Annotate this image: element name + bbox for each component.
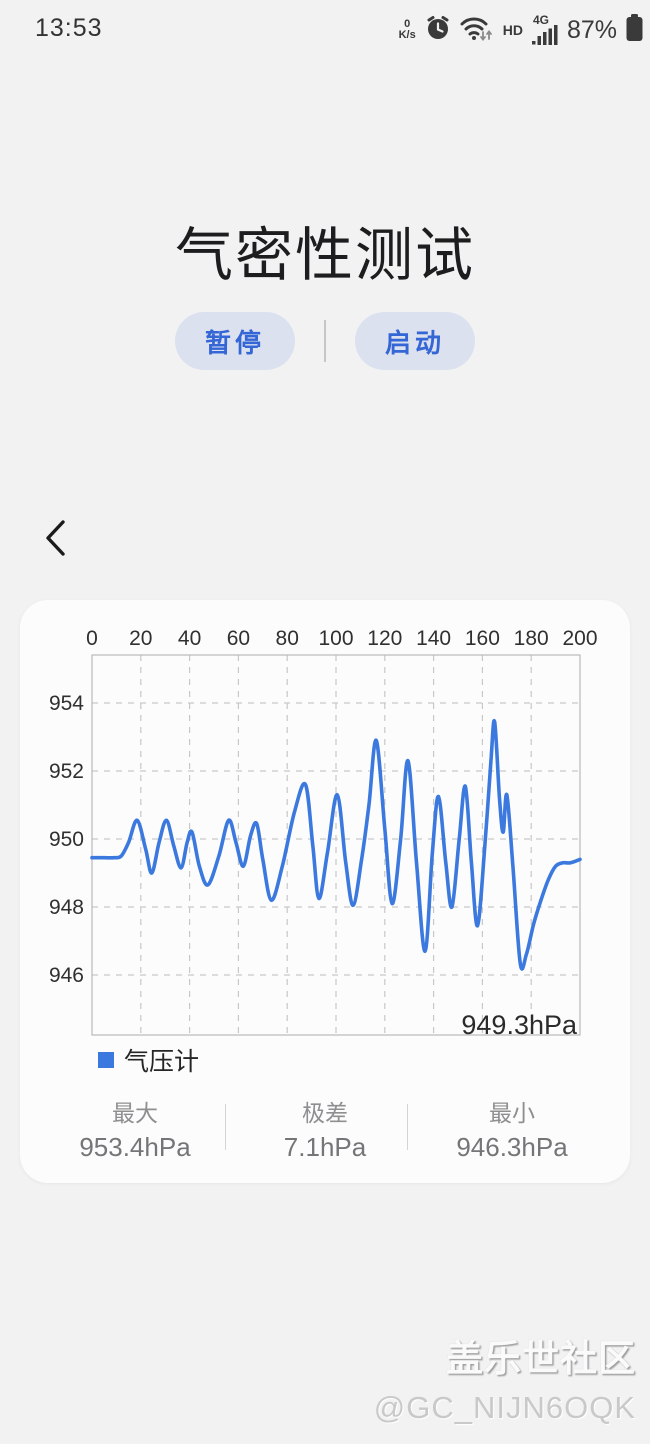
battery-percent: 87%: [566, 15, 617, 44]
stat-max-value: 953.4hPa: [79, 1132, 191, 1162]
stat-min: 最小 946.3hPa: [412, 1098, 612, 1164]
stat-divider: [225, 1104, 226, 1150]
y-tick-label: 952: [49, 760, 84, 783]
watermark-user-id: @GC_NIJN6OQK: [373, 1390, 636, 1425]
network-speed-unit: K/s: [398, 29, 416, 41]
network-type-label: 4G: [532, 12, 549, 27]
chart-card: 0 20 40 60 80 100 120 140 160 180 200 954 952 950 948 9…: [20, 600, 630, 1183]
current-value-label: 949.3hPa: [461, 1010, 578, 1040]
stat-range-label: 极差: [302, 1100, 348, 1126]
network-speed-indicator: 0 K/s: [399, 19, 416, 41]
stat-min-value: 946.3hPa: [456, 1132, 568, 1162]
chart-legend: 气压计: [98, 1042, 199, 1078]
y-tick-label: 950: [49, 828, 84, 851]
y-tick-label: 948: [49, 896, 84, 919]
x-tick-label: 0: [86, 627, 98, 650]
y-tick-label: 954: [49, 692, 84, 715]
x-tick-label: 40: [178, 627, 201, 650]
start-button[interactable]: 启动: [355, 312, 475, 370]
legend-label: 气压计: [124, 1048, 200, 1076]
alarm-clock-icon: [425, 15, 451, 46]
back-button[interactable]: [30, 512, 78, 564]
pressure-chart: 0 20 40 60 80 100 120 140 160 180 200 954 952 950 948 9…: [49, 627, 598, 1040]
clock-time: 13:53: [35, 14, 103, 42]
legend-swatch-icon: [98, 1052, 114, 1068]
x-tick-label: 120: [367, 627, 402, 650]
pause-button[interactable]: 暂停: [175, 312, 295, 370]
network-speed-value: 0: [404, 18, 411, 30]
x-tick-label: 180: [514, 627, 549, 650]
plot-border: [91, 654, 581, 1036]
x-tick-label: 200: [562, 627, 597, 650]
chart-line: [90, 718, 582, 971]
status-bar: 13:53 0 K/s: [0, 0, 650, 56]
x-tick-label: 20: [129, 627, 152, 650]
stat-divider: [407, 1104, 408, 1150]
battery-icon: [626, 13, 643, 47]
cellular-signal: 4G: [531, 12, 558, 46]
x-tick-label: 160: [465, 627, 500, 650]
y-tick-label: 946: [49, 964, 84, 987]
wifi-icon: [460, 15, 494, 46]
stat-range-value: 7.1hPa: [283, 1132, 367, 1162]
x-tick-label: 80: [276, 627, 299, 650]
x-tick-label: 100: [318, 627, 353, 650]
button-divider: [324, 320, 326, 362]
watermark-community-name: 盖乐世社区: [446, 1338, 636, 1379]
stat-range: 极差 7.1hPa: [225, 1098, 425, 1164]
hd-badge: HD: [502, 22, 523, 38]
page-title: 气密性测试: [174, 223, 475, 288]
stat-min-label: 最小: [489, 1100, 535, 1126]
status-icons: 0 K/s: [399, 8, 643, 52]
signal-bars-icon: [531, 24, 558, 46]
watermark: 盖乐世社区 @GC_NIJN6OQK: [374, 1328, 636, 1426]
back-chevron-icon: [37, 519, 71, 562]
stat-max: 最大 953.4hPa: [35, 1098, 235, 1164]
stat-max-label: 最大: [112, 1100, 158, 1126]
x-tick-label: 60: [227, 627, 250, 650]
x-tick-label: 140: [416, 627, 451, 650]
